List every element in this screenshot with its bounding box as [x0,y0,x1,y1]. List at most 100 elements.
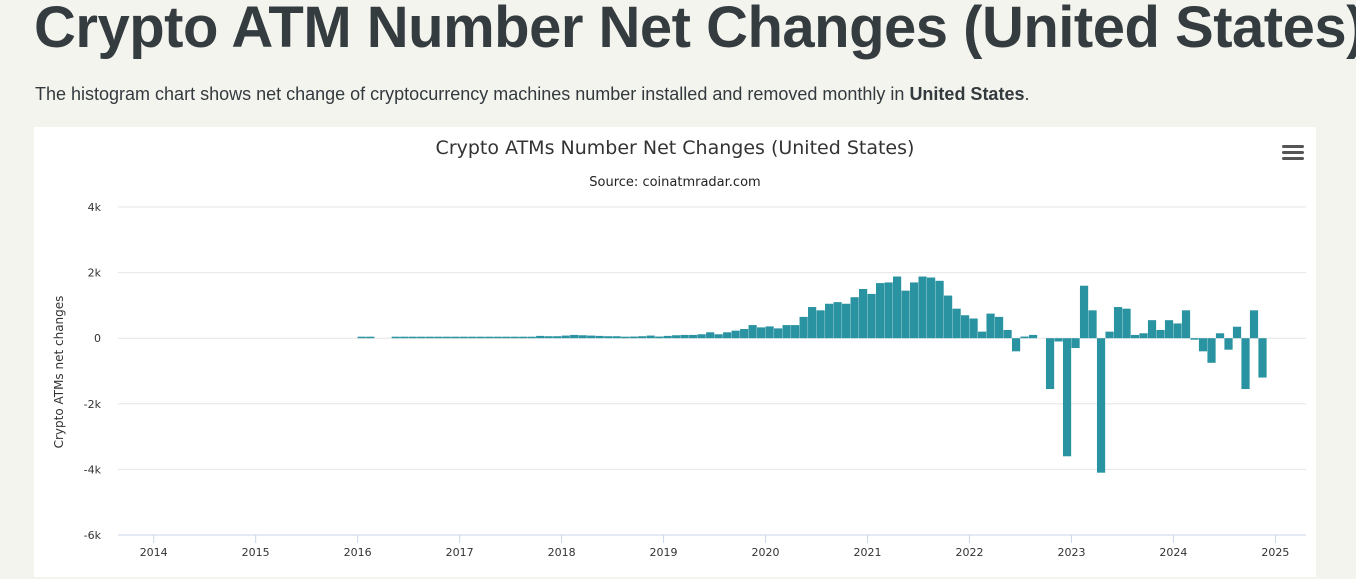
bar[interactable] [638,336,647,339]
bar[interactable] [570,334,579,339]
bar[interactable] [1020,336,1029,339]
bar[interactable] [493,336,502,339]
bar[interactable] [1181,310,1191,339]
bar[interactable] [1232,326,1242,339]
bar[interactable] [1113,307,1123,339]
bar[interactable] [1258,338,1267,378]
bar[interactable] [689,334,698,339]
bar[interactable] [723,332,732,339]
bar[interactable] [901,290,910,339]
bar[interactable] [969,318,978,339]
bar[interactable] [1011,338,1021,352]
bar[interactable] [680,334,689,339]
bar[interactable] [977,331,987,339]
chart-menu-button[interactable] [1282,143,1304,161]
bar[interactable] [646,335,655,339]
bar[interactable] [782,325,791,339]
bar[interactable] [527,336,536,339]
bar[interactable] [714,334,723,339]
bar[interactable] [1071,338,1080,349]
bar[interactable] [1173,323,1182,339]
bar[interactable] [417,336,426,339]
bar[interactable] [553,336,562,339]
bar[interactable] [765,326,774,339]
bar[interactable] [833,302,842,339]
bar[interactable] [748,325,757,339]
bar[interactable] [357,336,366,339]
bar[interactable] [1139,333,1148,339]
bar[interactable] [859,289,868,339]
bar[interactable] [1062,338,1072,457]
bar[interactable] [1198,338,1208,352]
bar[interactable] [808,307,817,339]
bar[interactable] [926,277,936,339]
bar[interactable] [774,328,783,339]
bar[interactable] [986,313,995,339]
bar[interactable] [960,315,970,339]
bar[interactable] [391,336,400,339]
bar[interactable] [425,336,434,339]
bar[interactable] [918,276,927,339]
bar[interactable] [731,330,740,339]
bar[interactable] [434,336,443,339]
bar[interactable] [1045,338,1055,390]
bar[interactable] [655,336,664,339]
bar[interactable] [476,336,485,339]
bar[interactable] [468,336,477,339]
bar[interactable] [1079,285,1089,339]
bar[interactable] [629,336,638,339]
bar[interactable] [408,336,417,339]
bar[interactable] [1028,334,1038,339]
bar[interactable] [884,282,893,339]
bar[interactable] [578,335,587,339]
bar[interactable] [757,327,766,339]
bar[interactable] [740,329,749,339]
bar[interactable] [544,336,553,339]
bar[interactable] [1224,338,1233,350]
bar[interactable] [510,336,519,339]
bar[interactable] [1147,320,1157,339]
bar[interactable] [1207,338,1216,363]
bar[interactable] [587,335,596,339]
bar[interactable] [1003,330,1012,339]
bar[interactable] [706,332,715,339]
bar[interactable] [485,336,494,339]
bar[interactable] [697,334,706,339]
bar[interactable] [943,295,953,339]
bar[interactable] [1105,331,1114,339]
bar[interactable] [1241,338,1250,390]
bar[interactable] [663,335,672,339]
bar[interactable] [952,308,961,339]
bar[interactable] [799,316,808,339]
bar[interactable] [994,316,1004,339]
bar[interactable] [842,303,851,339]
bar[interactable] [935,280,944,339]
bar[interactable] [459,336,468,339]
bar[interactable] [1054,338,1063,342]
bar[interactable] [451,336,460,339]
bar[interactable] [1088,310,1097,339]
bar[interactable] [442,336,451,339]
bar[interactable] [1190,338,1199,340]
bar[interactable] [1215,333,1225,339]
bar[interactable] [1164,320,1174,339]
bar[interactable] [400,336,409,339]
bar[interactable] [612,336,621,339]
bar[interactable] [536,335,545,339]
bar[interactable] [1130,334,1140,339]
bar[interactable] [595,335,604,339]
bar[interactable] [621,336,630,339]
bar[interactable] [604,336,613,339]
bar[interactable] [1122,308,1131,339]
bar[interactable] [519,336,528,339]
bar[interactable] [893,276,902,339]
bar[interactable] [816,310,825,339]
bar[interactable] [1156,330,1165,339]
bar[interactable] [672,335,681,339]
bar[interactable] [910,282,919,339]
bar[interactable] [876,283,885,339]
bar[interactable] [561,335,570,339]
bar[interactable] [850,297,859,339]
bar[interactable] [366,336,375,339]
bar[interactable] [1096,338,1106,473]
